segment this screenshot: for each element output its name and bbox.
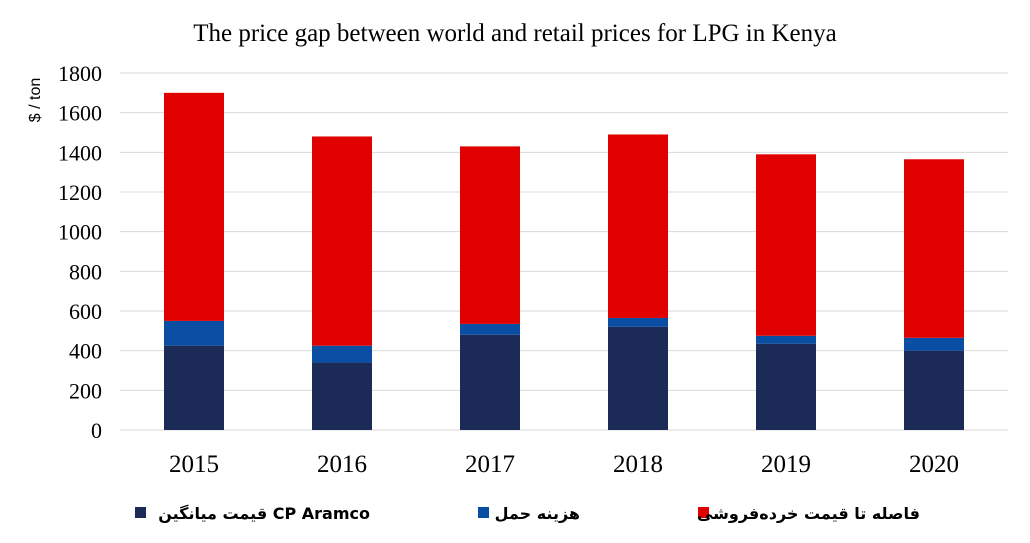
y-tick-label: 400 (69, 339, 102, 364)
x-tick-label: 2017 (465, 451, 515, 478)
y-tick-label: 1800 (58, 61, 102, 86)
legend-label: هزینه حمل (495, 504, 580, 523)
legend-swatch (135, 507, 146, 518)
bar-segment (164, 320, 224, 346)
bar-segment (756, 154, 816, 336)
x-axis-ticks: 2015 2016 2017 2018 2019 2020 (169, 451, 959, 478)
bar-segment (312, 136, 372, 346)
legend-swatch (698, 507, 709, 518)
bar-segment (608, 326, 668, 430)
y-tick-label: 0 (91, 418, 102, 443)
bar-segment (608, 317, 668, 327)
bar-segment (904, 159, 964, 338)
y-axis-label: $ / ton (27, 78, 44, 122)
y-tick-label: 1400 (58, 140, 102, 165)
y-tick-label: 1000 (58, 220, 102, 245)
bar-segment (312, 362, 372, 430)
bar-segment (460, 146, 520, 324)
bar-segment (460, 334, 520, 430)
bar-segment (460, 323, 520, 335)
bar-segment (608, 134, 668, 318)
bar-segment (756, 335, 816, 344)
legend-label: قیمت میانگین CP Aramco (158, 504, 370, 523)
x-tick-label: 2018 (613, 451, 663, 478)
y-tick-label: 200 (69, 378, 102, 403)
legend: قیمت میانگین CP Aramco هزینه حمل فاصله تا … (135, 504, 920, 523)
bar-segment (164, 92, 224, 321)
chart-title: The price gap between world and retail p… (193, 20, 837, 47)
y-tick-label: 1200 (58, 180, 102, 205)
bar-segment (164, 345, 224, 430)
y-tick-label: 600 (69, 299, 102, 324)
x-tick-label: 2019 (761, 451, 811, 478)
bar-segment (904, 350, 964, 430)
y-tick-label: 800 (69, 259, 102, 284)
legend-label: فاصله تا قیمت خرده‌فروشی (697, 504, 920, 523)
x-tick-label: 2020 (909, 451, 959, 478)
bar-segment (904, 337, 964, 351)
bar-segment (756, 343, 816, 430)
x-tick-label: 2016 (317, 451, 367, 478)
gridlines (120, 72, 1008, 431)
bars (164, 92, 964, 430)
bar-segment (312, 345, 372, 363)
legend-swatch (478, 507, 489, 518)
y-tick-label: 1600 (58, 101, 102, 126)
y-axis-ticks: 0 200 400 600 800 1000 1200 1400 1600 1800 (58, 61, 102, 443)
x-tick-label: 2015 (169, 451, 219, 478)
